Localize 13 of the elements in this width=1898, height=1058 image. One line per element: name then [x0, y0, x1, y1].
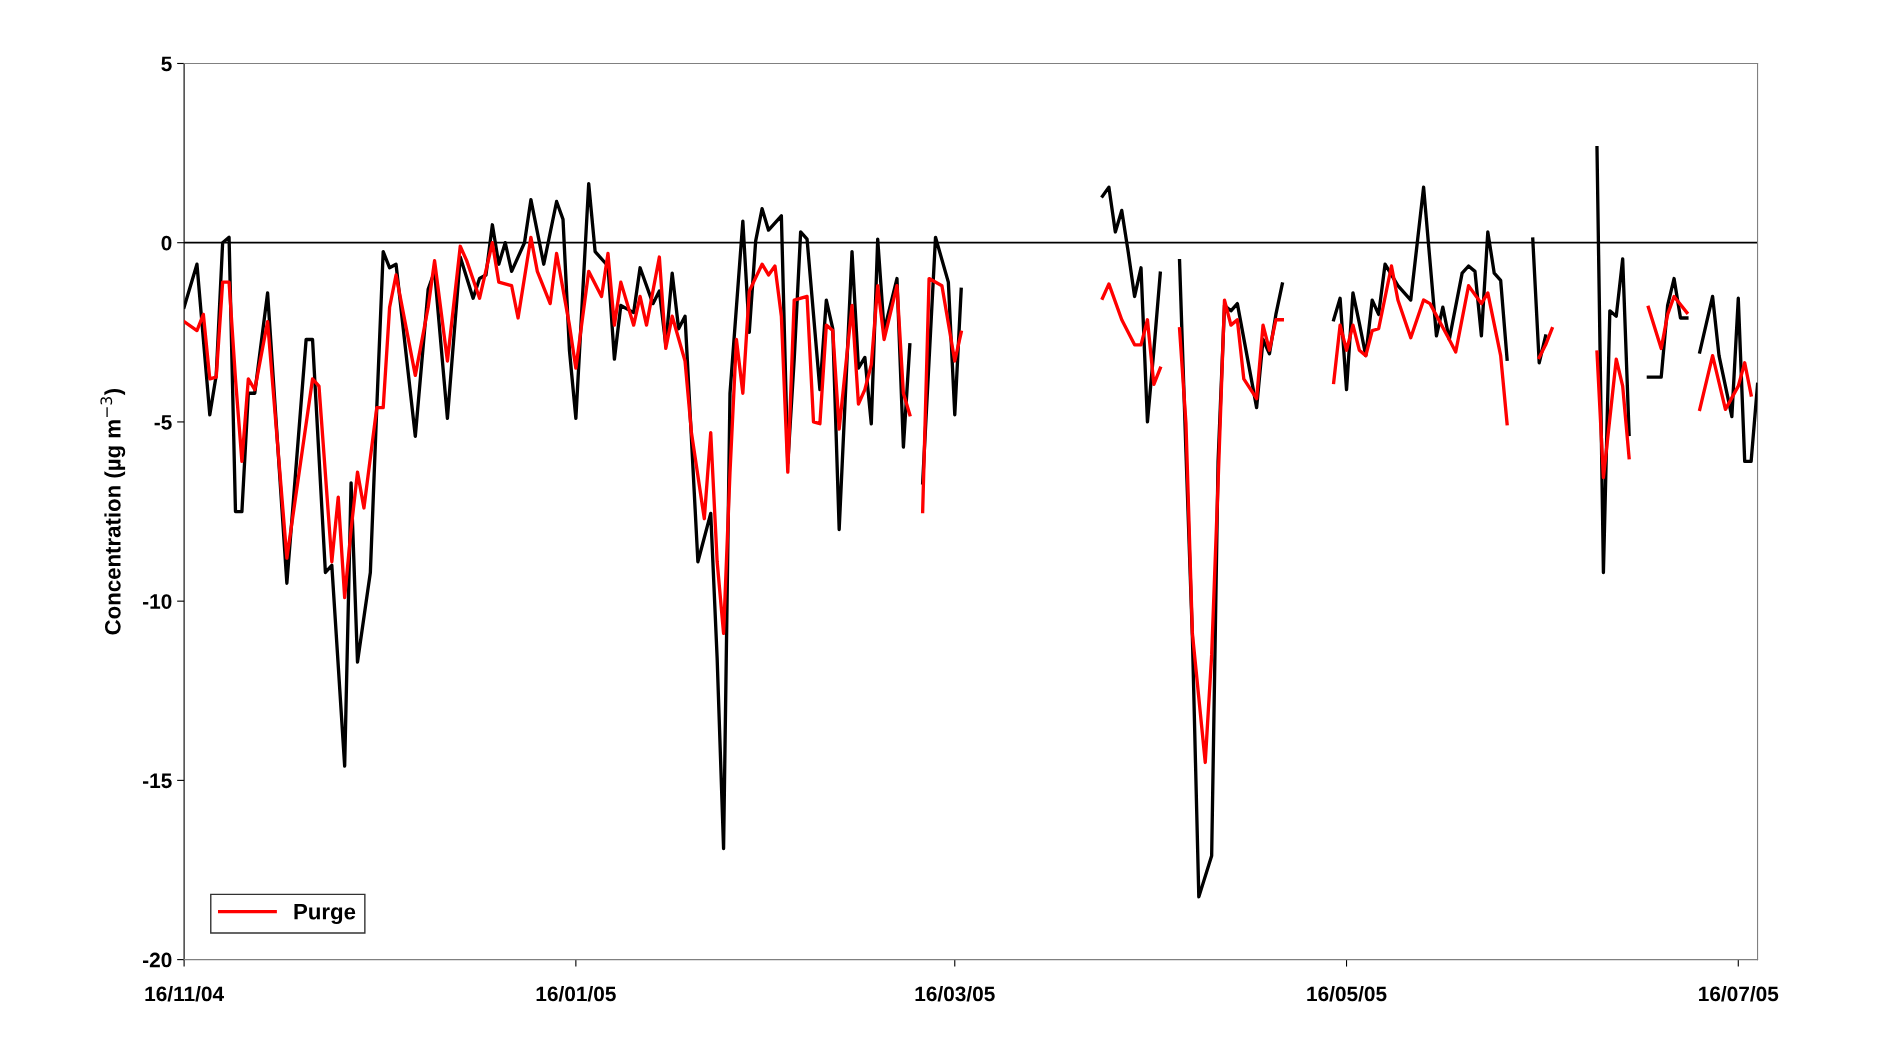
y-tick-label: -20	[143, 952, 172, 968]
y-tick-label: 0	[161, 235, 172, 251]
y-tick-label: -15	[143, 773, 172, 789]
y-axis-title: Concentration (µg m$^{−3}$)	[100, 388, 126, 635]
legend-label: Purge	[294, 904, 356, 925]
x-tick-label: 16/05/05	[1307, 985, 1387, 1002]
x-tick-label: 16/03/05	[915, 985, 995, 1002]
x-tick-label: 16/07/05	[1699, 985, 1779, 1002]
y-tick-label: -5	[154, 415, 172, 430]
y-tick-label: 5	[161, 56, 172, 72]
y-tick-label: -10	[143, 594, 172, 609]
x-tick-label: 16/01/05	[536, 985, 616, 1002]
x-tick-label: 16/11/04	[145, 985, 224, 1002]
